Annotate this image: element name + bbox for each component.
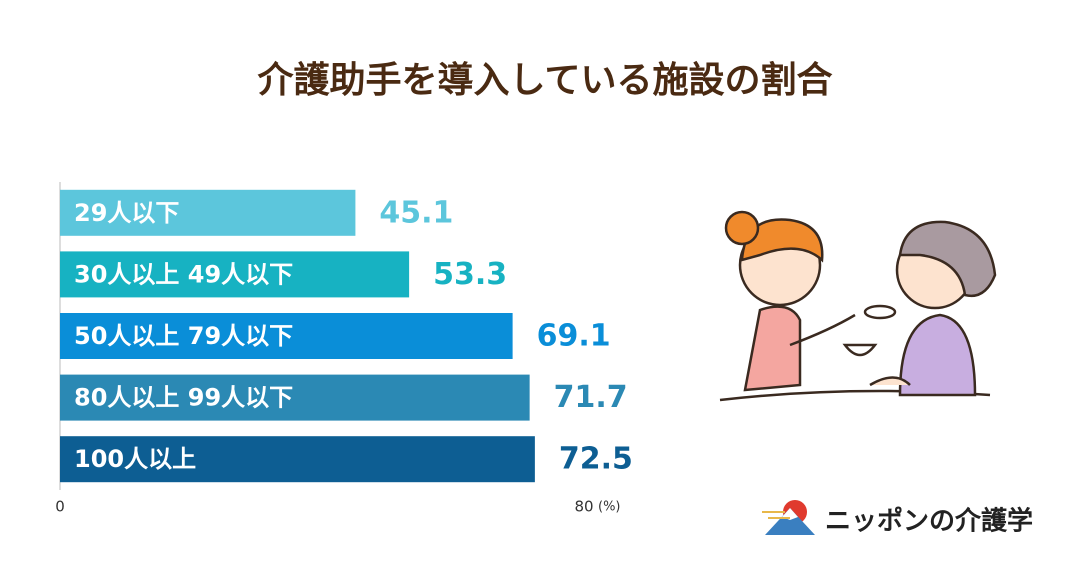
category-label: 100人以上: [74, 445, 196, 473]
x-tick-label: 0: [55, 498, 65, 516]
bar: [60, 313, 513, 359]
category-label: 80人以上 99人以下: [74, 384, 293, 412]
value-label: 72.5: [559, 442, 633, 477]
category-label: 29人以下: [74, 199, 179, 227]
brand-name: ニッポンの介護学: [825, 506, 1033, 537]
category-label: 50人以上 79人以下: [74, 322, 293, 350]
bar: [60, 436, 535, 483]
category-label: 30人以上 49人以下: [74, 260, 293, 288]
x-tick-label: 80: [574, 498, 593, 516]
value-label: 71.7: [554, 380, 628, 415]
chart-title: 介護助手を導入している施設の割合: [258, 60, 833, 101]
x-axis-unit: (%): [598, 500, 621, 515]
illustration: [719, 210, 997, 402]
bar: [60, 189, 356, 236]
brand-logo: ニッポンの介護学: [762, 500, 1033, 537]
value-label: 53.3: [433, 257, 507, 292]
value-label: 69.1: [537, 319, 611, 354]
bar: [60, 374, 530, 421]
bar: [60, 251, 410, 298]
value-label: 45.1: [379, 195, 453, 230]
